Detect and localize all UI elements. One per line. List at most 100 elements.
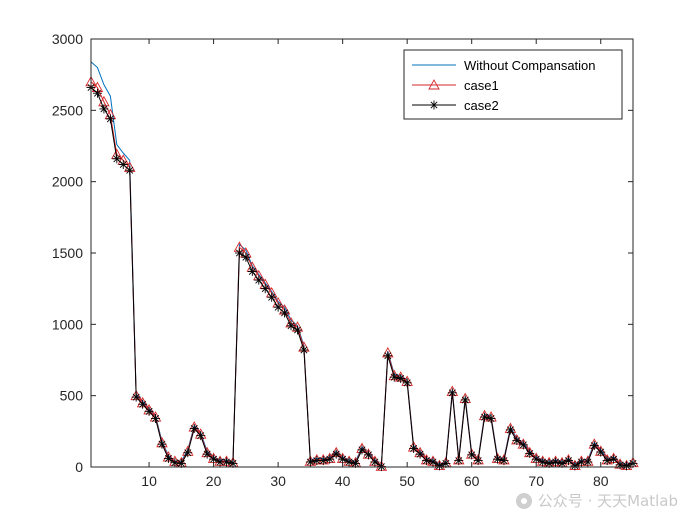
data-point-case2: [299, 345, 309, 355]
data-point-case2: [389, 372, 399, 382]
data-point-case2: [563, 456, 573, 466]
data-point-case2: [363, 450, 373, 460]
wechat-icon: [515, 492, 532, 509]
y-tick-label: 0: [75, 459, 83, 475]
data-point-case2: [305, 457, 315, 467]
data-point-case2: [596, 447, 606, 457]
data-point-case2: [486, 413, 496, 423]
ticks-layer: 10 20 30 40 50 60 70 80 0 500 1000 1500 2000 2500 3000: [52, 31, 633, 489]
data-point-case2: [202, 449, 212, 459]
watermark-text: 公众号 · 天天Matlab: [537, 492, 678, 510]
data-point-case2: [151, 413, 161, 423]
legend-marker: [428, 79, 440, 90]
data-point-case2: [447, 388, 457, 398]
data-point-case2: [138, 399, 148, 409]
data-point-case2: [357, 445, 367, 455]
data-point-case2: [434, 461, 444, 471]
series-layer: [85, 61, 639, 472]
data-point-case2: [280, 308, 290, 318]
data-point-case2: [318, 456, 328, 466]
data-point-case2: [189, 423, 199, 433]
data-point-case2: [163, 453, 173, 463]
data-point-case2: [415, 449, 425, 459]
data-point-case2: [499, 456, 509, 466]
data-point-case2: [267, 292, 277, 302]
data-point-case2: [144, 406, 154, 416]
data-point-case2: [254, 275, 264, 285]
data-point-case2: [622, 461, 632, 471]
data-point-case2: [228, 458, 238, 468]
legend-label: case2: [464, 98, 499, 113]
data-point-case2: [538, 457, 548, 467]
data-point-case2: [544, 458, 554, 468]
data-point-case2: [241, 252, 251, 262]
x-tick-label: 50: [399, 473, 415, 489]
data-point-case2: [609, 454, 619, 464]
x-tick-label: 10: [141, 473, 157, 489]
data-point-case2: [467, 450, 477, 460]
data-point-case2: [383, 351, 393, 361]
data-point-case2: [325, 454, 335, 464]
x-tick-label: 80: [593, 473, 609, 489]
y-tick-label: 1000: [52, 316, 83, 332]
y-tick-label: 2500: [52, 102, 83, 118]
y-tick-label: 2000: [52, 174, 83, 190]
legend: Without Compansation case1 case2: [403, 49, 623, 120]
data-point-case2: [292, 325, 302, 335]
data-point-case2: [112, 154, 122, 164]
legend-label: Without Compansation: [464, 58, 596, 73]
data-point-case2: [222, 457, 231, 467]
data-point-case2: [409, 443, 419, 453]
data-point-case2: [422, 456, 432, 466]
data-point-case2: [131, 392, 141, 402]
data-point-case2: [480, 412, 490, 422]
data-point-case2: [92, 88, 102, 98]
data-point-case2: [312, 456, 322, 466]
x-tick-label: 20: [206, 473, 222, 489]
x-tick-label: 30: [270, 473, 286, 489]
data-point-case2: [583, 457, 593, 467]
data-point-case2: [125, 165, 135, 175]
data-point-case2: [331, 449, 341, 459]
x-tick-label: 40: [335, 473, 351, 489]
data-point-case2: [602, 456, 612, 466]
data-point-case2: [99, 104, 109, 114]
data-point-case2: [441, 458, 451, 468]
data-point-case2: [118, 160, 128, 170]
data-point-case2: [454, 456, 464, 466]
data-point-case2: [273, 302, 283, 312]
data-point-case2: [512, 436, 522, 446]
data-point-case2: [105, 114, 115, 124]
y-tick-label: 3000: [52, 31, 83, 47]
data-point-case2: [260, 284, 270, 294]
data-point-case2: [196, 431, 206, 441]
data-point-case2: [570, 461, 580, 471]
y-tick-label: 500: [60, 388, 84, 404]
legend-marker: [429, 100, 439, 110]
data-point-case2: [176, 458, 186, 468]
data-point-case2: [402, 378, 412, 388]
data-point-case2: [505, 425, 515, 435]
data-point-case2: [428, 457, 438, 467]
data-point-case2: [344, 457, 354, 467]
data-point-case2: [370, 457, 380, 467]
data-point-case2: [473, 456, 483, 466]
data-point-case2: [215, 457, 225, 467]
data-point-case2: [493, 454, 502, 464]
data-point-case2: [351, 458, 361, 468]
data-point-case2: [170, 458, 180, 468]
y-tick-label: 1500: [52, 245, 83, 261]
x-tick-label: 70: [528, 473, 544, 489]
data-point-case2: [551, 457, 561, 467]
data-point-case2: [615, 460, 625, 470]
x-tick-label: 60: [464, 473, 480, 489]
data-point-case2: [286, 321, 296, 331]
data-point-case2: [234, 248, 244, 258]
legend-label: case1: [464, 78, 499, 93]
data-point-case2: [589, 441, 599, 451]
data-point-case2: [525, 448, 535, 458]
data-point-case2: [518, 440, 528, 450]
watermark: 公众号 · 天天Matlab: [515, 490, 678, 511]
data-point-case2: [396, 374, 406, 384]
data-point-case2: [157, 439, 167, 449]
